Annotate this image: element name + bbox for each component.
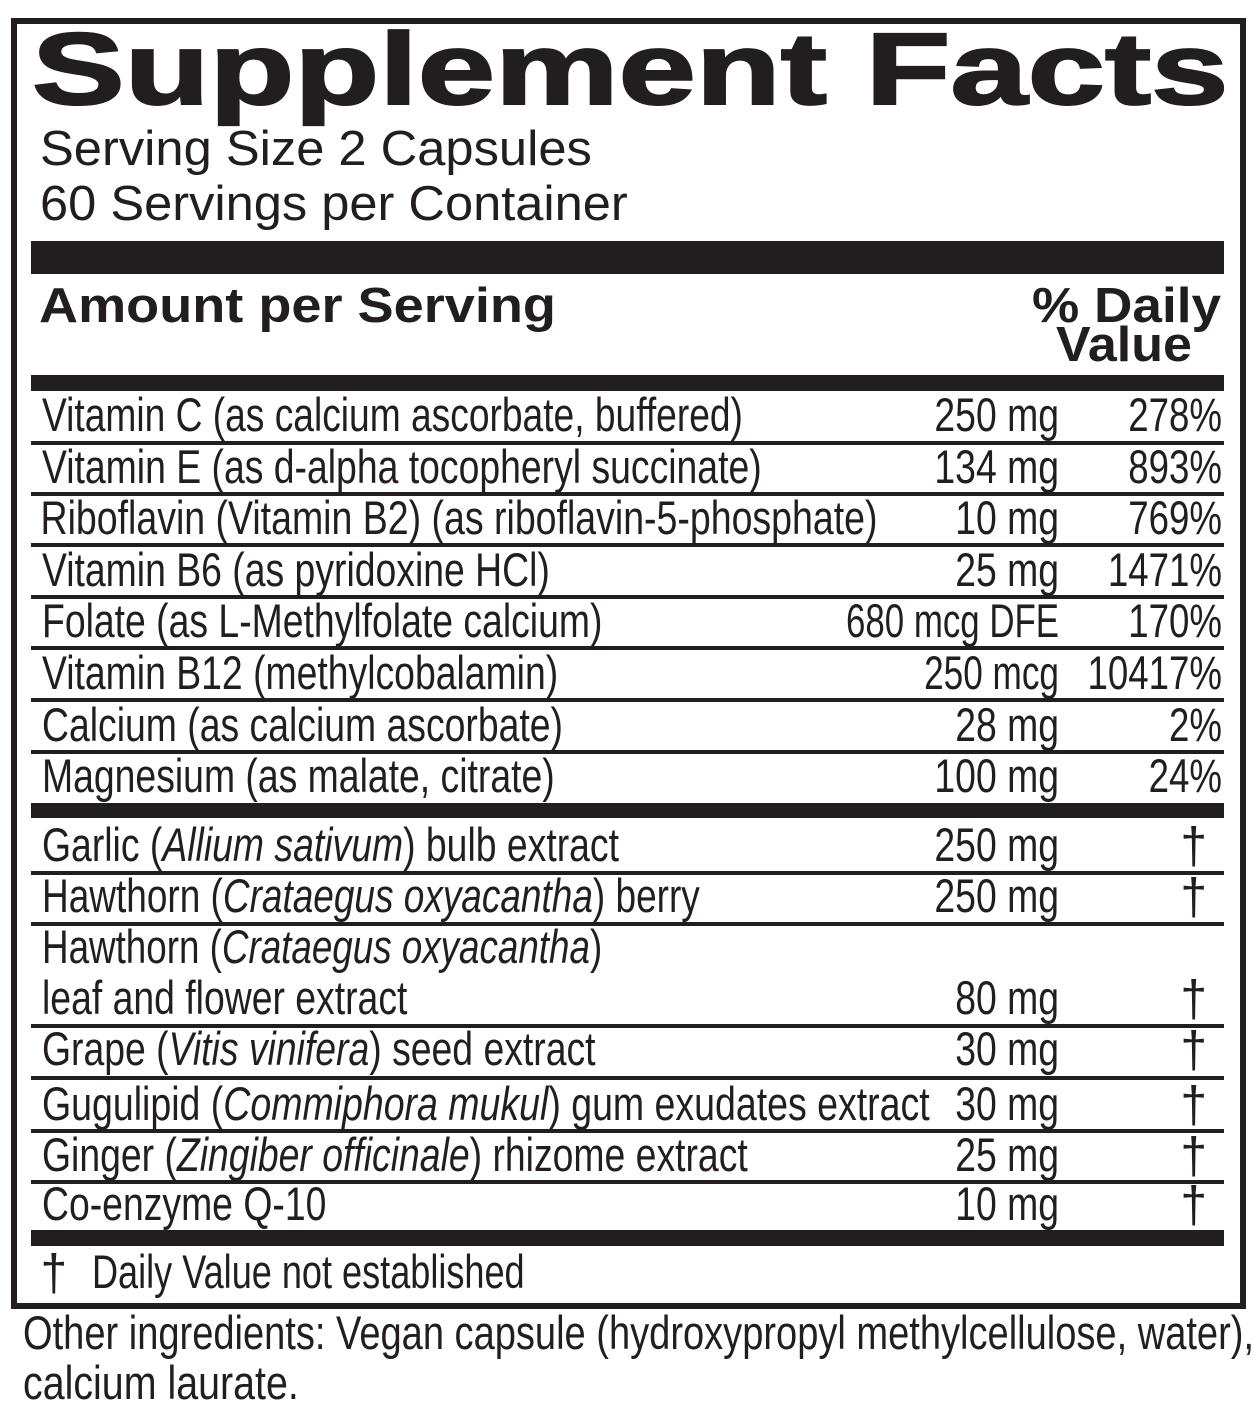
svg-text:Folate (as L-Methylfolate calc: Folate (as L-Methylfolate calcium): [42, 595, 602, 647]
svg-text:Co-enzyme Q-10: Co-enzyme Q-10: [42, 1178, 326, 1230]
svg-text:80 mg: 80 mg: [955, 972, 1059, 1024]
svg-text:Value: Value: [1056, 316, 1192, 371]
svg-text:Vitamin C (as calcium ascorbat: Vitamin C (as calcium ascorbate, buffere…: [42, 389, 743, 441]
svg-text:Vitamin B6 (as pyridoxine HCl): Vitamin B6 (as pyridoxine HCl): [42, 544, 550, 596]
svg-text:†: †: [1180, 971, 1207, 1028]
svg-text:170%: 170%: [1128, 595, 1222, 647]
svg-text:Garlic (Allium sativum) bulb e: Garlic (Allium sativum) bulb extract: [42, 819, 619, 871]
svg-text:Ginger (Zingiber officinale) r: Ginger (Zingiber officinale) rhizome ext…: [42, 1129, 748, 1181]
svg-text:250 mg: 250 mg: [934, 389, 1059, 441]
svg-text:250 mg: 250 mg: [934, 870, 1059, 922]
svg-text:30 mg: 30 mg: [955, 1023, 1059, 1075]
svg-text:Serving Size 2 Capsules: Serving Size 2 Capsules: [40, 121, 592, 176]
svg-text:Daily Value not established: Daily Value not established: [92, 1245, 525, 1298]
svg-text:2%: 2%: [1169, 699, 1222, 751]
svg-text:Gugulipid (Commiphora mukul) g: Gugulipid (Commiphora mukul) gum exudate…: [42, 1079, 930, 1131]
svg-text:1471%: 1471%: [1108, 544, 1222, 596]
svg-text:Vitamin E (as d-alpha tocopher: Vitamin E (as d-alpha tocopheryl succina…: [42, 441, 762, 493]
svg-text:Vitamin B12 (methylcobalamin): Vitamin B12 (methylcobalamin): [42, 647, 558, 699]
svg-text:Supplement Facts: Supplement Facts: [32, 12, 1228, 126]
svg-text:†: †: [1180, 1128, 1207, 1185]
svg-text:†: †: [1180, 869, 1207, 926]
svg-text:†: †: [1180, 818, 1207, 875]
svg-text:28 mg: 28 mg: [955, 699, 1059, 751]
svg-text:Amount per Serving: Amount per Serving: [39, 277, 556, 332]
svg-text:leaf and flower extract: leaf and flower extract: [42, 972, 408, 1024]
svg-text:10417%: 10417%: [1088, 647, 1222, 699]
svg-text:Other ingredients: Vegan capsu: Other ingredients: Vegan capsule (hydrox…: [23, 1307, 1254, 1360]
svg-text:10 mg: 10 mg: [955, 492, 1059, 544]
svg-text:Hawthorn (Crataegus oxyacantha: Hawthorn (Crataegus oxyacantha): [42, 921, 602, 973]
svg-text:893%: 893%: [1128, 441, 1222, 493]
svg-text:278%: 278%: [1128, 389, 1222, 441]
svg-text:769%: 769%: [1128, 492, 1222, 544]
svg-text:Riboflavin (Vitamin B2) (as ri: Riboflavin (Vitamin B2) (as riboflavin-5…: [41, 493, 878, 545]
svg-text:25 mg: 25 mg: [955, 544, 1059, 596]
svg-text:60 Servings per Container: 60 Servings per Container: [40, 176, 628, 231]
svg-text:24%: 24%: [1149, 750, 1222, 802]
svg-text:100 mg: 100 mg: [934, 750, 1059, 802]
svg-text:134 mg: 134 mg: [934, 441, 1059, 493]
svg-text:†: †: [1180, 1077, 1207, 1134]
svg-text:†: †: [1180, 1022, 1207, 1079]
svg-text:Calcium (as calcium ascorbate): Calcium (as calcium ascorbate): [42, 699, 563, 751]
svg-text:% Daily: % Daily: [1032, 278, 1222, 333]
svg-text:10 mg: 10 mg: [955, 1178, 1059, 1230]
svg-text:25 mg: 25 mg: [955, 1129, 1059, 1181]
svg-text:250 mg: 250 mg: [934, 819, 1059, 871]
svg-text:Hawthorn (Crataegus oxyacantha: Hawthorn (Crataegus oxyacantha) berry: [42, 870, 701, 922]
svg-text:calcium laurate.: calcium laurate.: [23, 1358, 299, 1410]
svg-text:680 mcg DFE: 680 mcg DFE: [846, 595, 1059, 647]
svg-text:Grape (Vitis vinifera) seed ex: Grape (Vitis vinifera) seed extract: [42, 1023, 596, 1075]
svg-text:†: †: [1180, 1177, 1207, 1234]
svg-text:30 mg: 30 mg: [955, 1078, 1059, 1130]
svg-text:†: †: [41, 1245, 68, 1302]
svg-text:250 mcg: 250 mcg: [924, 646, 1059, 699]
svg-text:Magnesium (as malate, citrate): Magnesium (as malate, citrate): [42, 750, 555, 802]
